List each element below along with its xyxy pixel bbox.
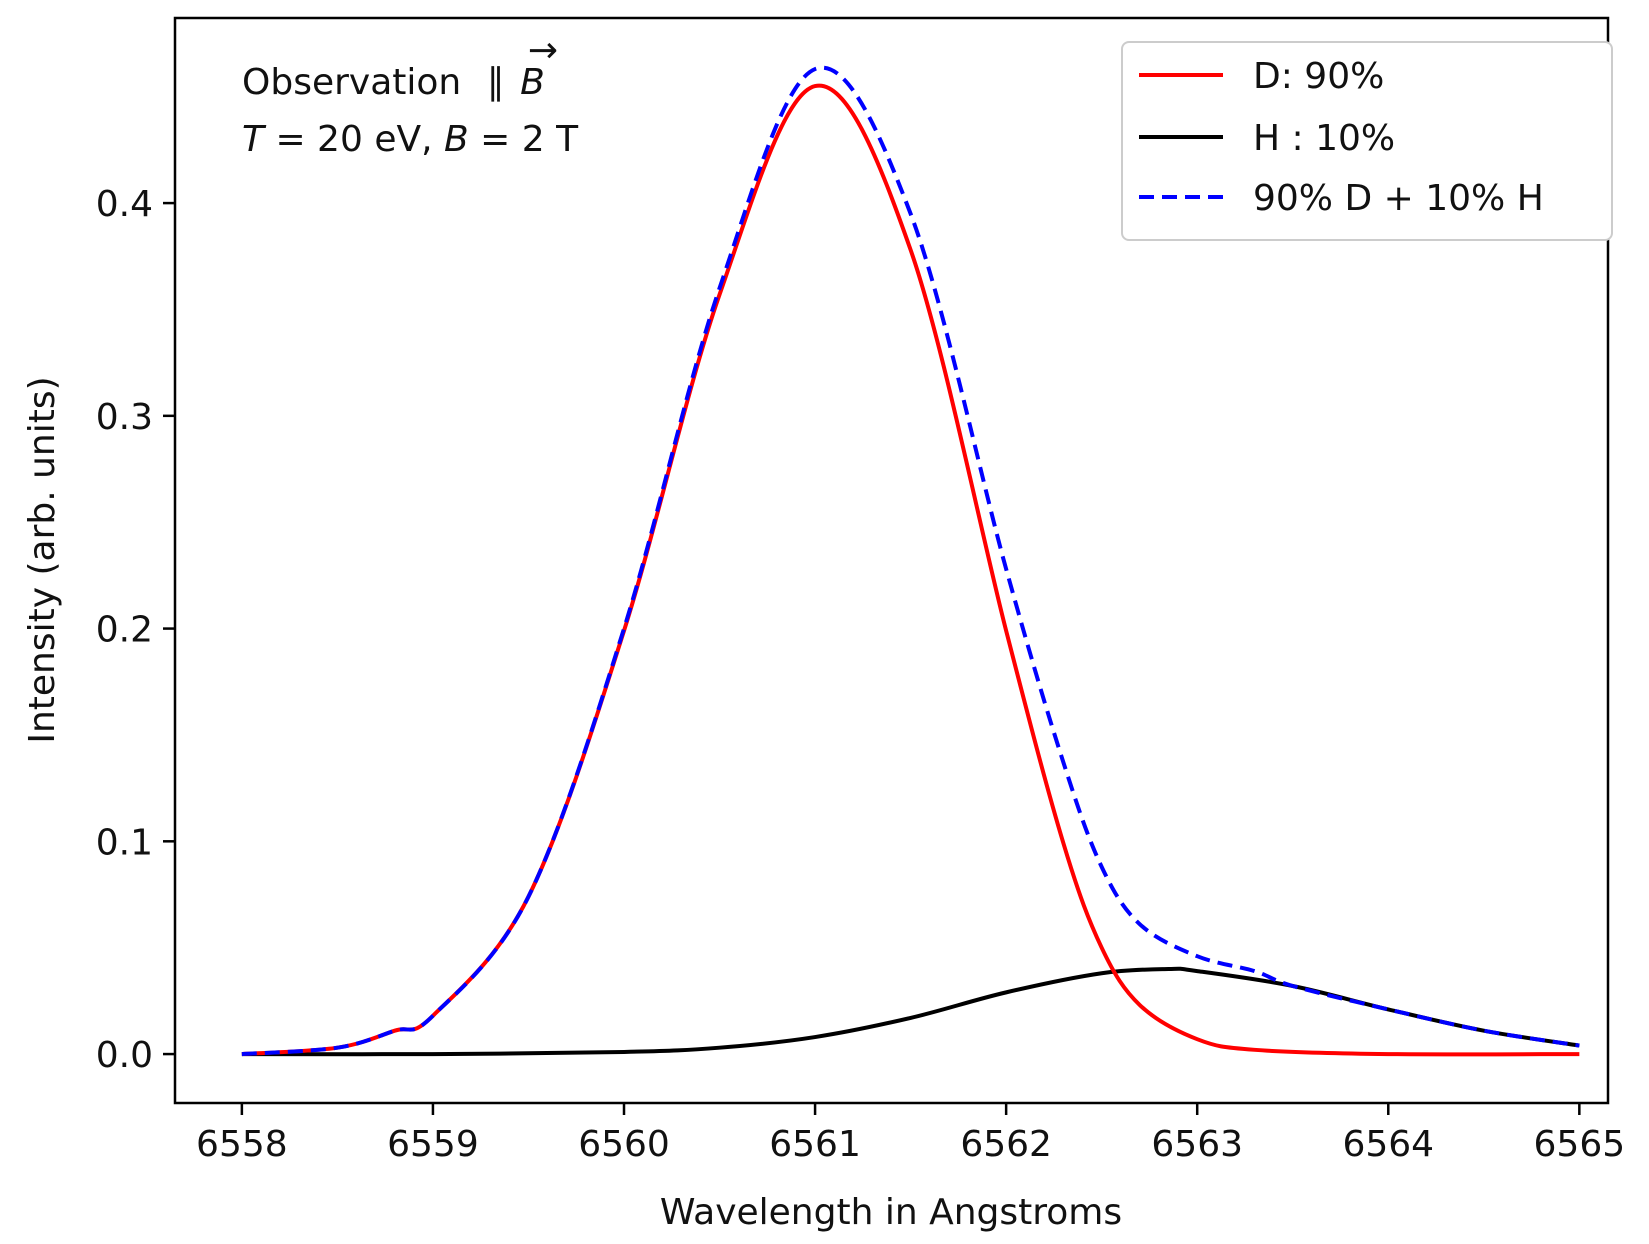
x-tick-label: 6559 [387,1124,479,1165]
vector-b-symbol: B [520,62,545,103]
x-tick-label: 6564 [1342,1124,1434,1165]
x-tick-label: 6565 [1534,1124,1626,1165]
parallel-symbol: ∥ [487,62,505,103]
annotation-temperature-value: = 20 eV, [275,119,444,160]
x-tick-label: 6563 [1151,1124,1243,1165]
annotation-observation-text: Observation [242,62,461,103]
legend-box [1121,41,1613,241]
y-tick-label: 0.2 [96,610,153,651]
x-axis-label: Wavelength in Angstroms [660,1192,1122,1233]
svg-text:T = 20 eV,: T = 20 eV, B = 2 T [242,119,579,160]
y-axis-label: Intensity (arb. units) [22,376,63,743]
annotation-t-symbol: T [242,119,267,160]
annotation-b-symbol: B [444,119,469,160]
svg-text:Observation ∥: Observation ∥ B [242,62,545,103]
annotation: Observation ∥ B → T = 20 eV, B = 2 T [242,30,579,160]
legend-label-h: H : 10% [1253,118,1395,159]
x-tick-label: 6558 [196,1124,288,1165]
y-tick-label: 0.3 [96,397,153,438]
plot-area-frame [173,16,1610,1105]
x-tick-label: 6562 [960,1124,1052,1165]
series-mix-dashed-line [241,65,1580,1057]
annotation-field-value: = 2 T [480,119,579,160]
series-layer [241,65,1580,1057]
series-h-line [241,966,1580,1057]
vector-arrow-icon: → [528,30,558,71]
y-tick-label: 0.1 [96,822,153,863]
legend: D: 90% H : 10% 90% D + 10% H [1121,41,1613,241]
y-tick-label: 0.0 [96,1035,153,1076]
legend-label-d: D: 90% [1253,56,1384,97]
x-tick-label: 6560 [578,1124,670,1165]
x-axis-ticks: 6558 6559 6560 6561 6562 6563 6564 6565 [196,1103,1625,1165]
legend-label-mix: 90% D + 10% H [1253,178,1544,219]
y-axis-ticks: 0.0 0.1 0.2 0.3 0.4 [96,184,175,1076]
x-tick-label: 6561 [769,1124,861,1165]
y-tick-label: 0.4 [96,184,153,225]
